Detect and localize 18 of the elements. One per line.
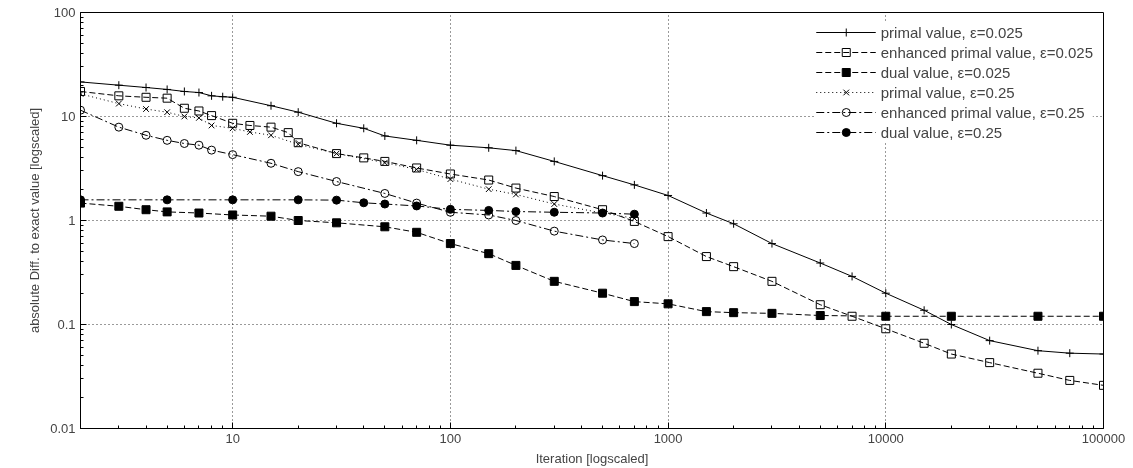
legend-label: dual value, ε=0.25 <box>880 123 1003 141</box>
y-tick-label: 1 <box>68 213 76 228</box>
y-axis-title: absolute Diff. to exact value [logscaled] <box>27 107 43 334</box>
x-tick-label: 10000 <box>867 430 904 446</box>
x-tick-label: 100000 <box>1081 430 1126 446</box>
y-tick-label: 10 <box>61 109 76 124</box>
legend-label: primal value, ε=0.25 <box>880 83 1015 101</box>
x-tick-label: 1000 <box>653 430 683 446</box>
y-tick-label: 0.01 <box>50 421 76 436</box>
legend-label: primal value, ε=0.025 <box>880 23 1023 41</box>
legend-label: dual value, ε=0.025 <box>880 63 1011 81</box>
y-tick-label: 100 <box>53 5 76 20</box>
x-axis-title: Iteration [logscaled] <box>535 450 649 466</box>
x-tick-label: 10 <box>225 430 240 446</box>
y-tick-label: 0.1 <box>57 317 76 332</box>
legend-label: enhanced primal value, ε=0.025 <box>880 43 1093 61</box>
legend-label: enhanced primal value, ε=0.25 <box>880 103 1085 121</box>
x-tick-label: 100 <box>439 430 462 446</box>
